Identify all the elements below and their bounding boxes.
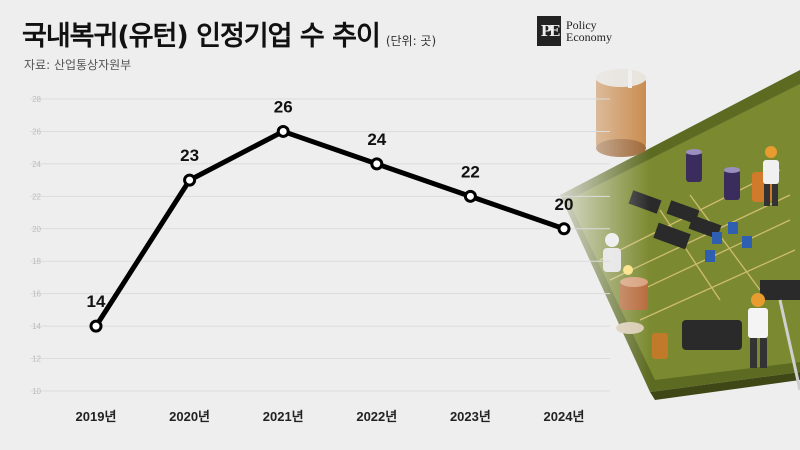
x-category-label: 2023년 [450, 409, 491, 424]
data-point [276, 124, 290, 138]
y-tick-label: 26 [32, 127, 41, 136]
data-label: 22 [461, 162, 480, 181]
x-category-label: 2019년 [76, 409, 117, 424]
x-axis-category-labels: 2019년 2020년 2021년 2022년 2023년 2024년 [76, 409, 585, 424]
data-label: 26 [274, 97, 293, 116]
x-category-label: 2020년 [169, 409, 210, 424]
data-point [463, 189, 477, 203]
logo-line-2: Economy [566, 30, 612, 44]
data-point [89, 319, 103, 333]
data-labels: 14 23 26 24 22 20 [87, 97, 574, 311]
data-label: 23 [180, 146, 199, 165]
policy-economy-logo: PE Policy Economy [537, 16, 612, 46]
data-point [557, 222, 571, 236]
series-line [93, 128, 567, 329]
y-tick-label: 12 [32, 355, 41, 364]
y-axis-tick-labels: 10 12 14 16 18 20 22 24 26 28 [32, 95, 41, 396]
x-category-label: 2024년 [544, 409, 585, 424]
source-note: 자료: 산업통상자원부 [24, 58, 132, 72]
grid-lines [30, 98, 610, 392]
y-tick-label: 10 [32, 387, 41, 396]
y-tick-label: 28 [32, 95, 41, 104]
y-tick-label: 20 [32, 225, 41, 234]
data-point [370, 157, 384, 171]
logo-mark: PE [537, 16, 561, 46]
y-tick-label: 14 [32, 322, 41, 331]
x-category-label: 2022년 [356, 409, 397, 424]
data-markers [89, 124, 571, 333]
series-polyline [93, 128, 567, 329]
data-label: 20 [555, 195, 574, 214]
data-point [183, 173, 197, 187]
x-category-label: 2021년 [263, 409, 304, 424]
chart-title: 국내복귀(유턴) 인정기업 수 추이 [22, 21, 381, 52]
y-tick-label: 24 [32, 160, 41, 169]
circuit-board-with-workers-illustration [540, 60, 800, 410]
logo-text: Policy Economy [566, 19, 612, 43]
data-label: 14 [87, 292, 106, 311]
logo-line-1: Policy [566, 18, 597, 32]
y-tick-label: 16 [32, 290, 41, 299]
y-tick-label: 18 [32, 257, 41, 266]
title-row: 국내복귀(유턴) 인정기업 수 추이 (단위: 곳) [22, 14, 436, 53]
data-label: 24 [367, 130, 386, 149]
unit-label: (단위: 곳) [385, 34, 437, 48]
y-tick-label: 22 [32, 192, 41, 201]
